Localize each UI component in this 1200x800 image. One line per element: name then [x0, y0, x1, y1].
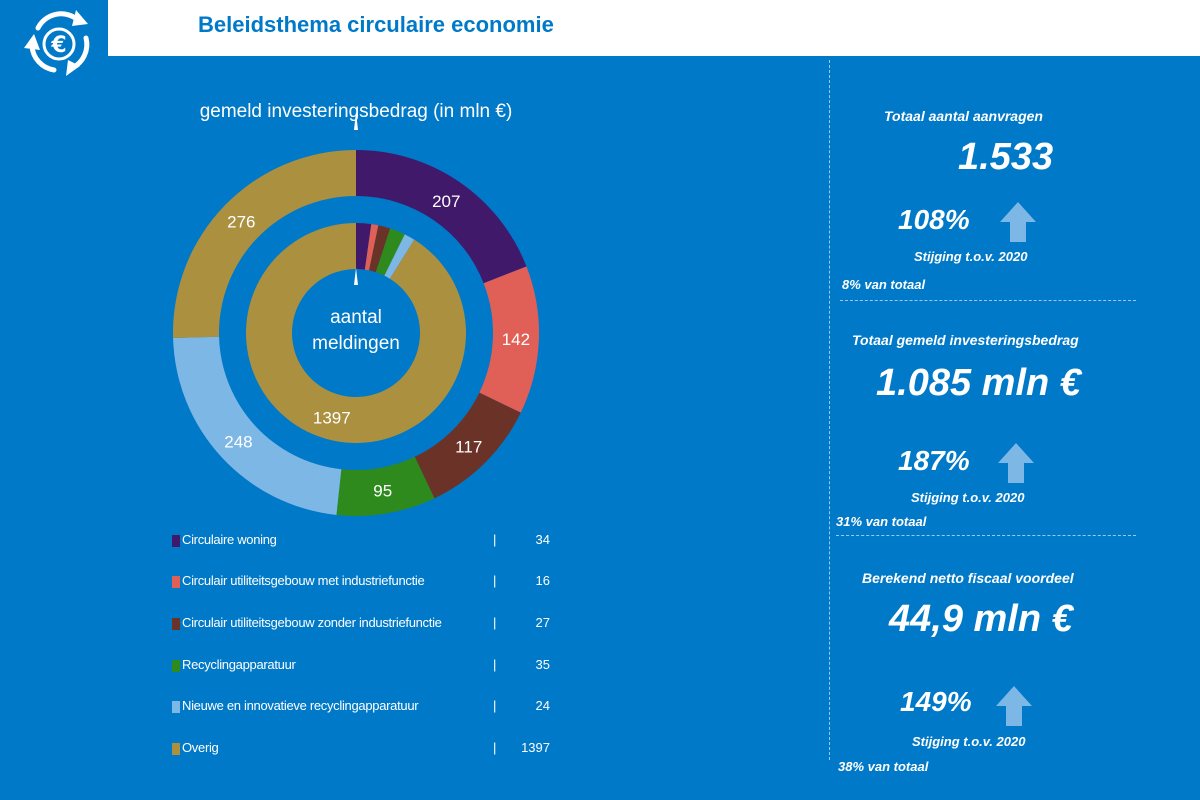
stat-change-label: Stijging t.o.v. 2020 [911, 490, 1025, 505]
stat-change: 187% [898, 445, 970, 476]
outer-ring-slice [336, 456, 435, 516]
legend-item-overig: Overig | 1397 [172, 740, 562, 760]
legend-label: Recyclingapparatuur [182, 657, 296, 672]
arrow-up-icon [996, 686, 1032, 726]
outer-ring-slice [173, 150, 356, 339]
section-divider [836, 535, 1136, 536]
inner-ring-slice [356, 223, 372, 270]
inner-marker [354, 268, 358, 285]
top-marker [354, 112, 358, 130]
outer-ring-value-label: 276 [227, 212, 255, 231]
stat-title: Totaal aantal aanvragen [884, 108, 1043, 124]
arrow-up-icon [1000, 202, 1036, 242]
stat-title: Berekend netto fiscaal voordeel [862, 570, 1074, 586]
legend-swatch [172, 576, 180, 588]
outer-ring-slice [479, 266, 539, 413]
legend-label: Overig [182, 740, 219, 755]
legend-item-utiliteitsgebouw-met-industriefunctie: Circulair utiliteitsgebouw met industrie… [172, 573, 562, 593]
legend-separator: | [493, 657, 497, 672]
stat-change-label: Stijging t.o.v. 2020 [912, 734, 1026, 749]
legend-swatch [172, 660, 180, 672]
inner-ring-title: meldingen [312, 333, 400, 354]
legend-separator: | [493, 740, 497, 755]
outer-ring-slice [356, 150, 527, 284]
legend-count: 16 [535, 573, 550, 588]
outer-ring-value-label: 248 [224, 432, 252, 451]
legend-separator: | [493, 615, 497, 630]
legend-swatch [172, 618, 180, 630]
stat-change: 149% [900, 686, 972, 717]
inner-ring-value-label: 1397 [313, 409, 351, 428]
page-title: Beleidsthema circulaire economie [198, 12, 554, 37]
stat-value: 44,9 mln € [889, 598, 1073, 640]
header: Beleidsthema circulaire economie [0, 0, 1200, 57]
euro-recycle-icon: € [24, 10, 90, 76]
legend-label: Circulaire woning [182, 532, 277, 547]
inner-ring-slice [384, 234, 415, 279]
legend-swatch [172, 535, 180, 547]
stat-share: 31% van totaal [836, 514, 927, 529]
stat-value: 1.085 mln € [876, 362, 1081, 404]
header-bar: Beleidsthema circulaire economie [108, 0, 1200, 56]
outer-ring-value-label: 142 [502, 330, 530, 349]
legend-count: 34 [535, 532, 550, 547]
stat-change: 108% [898, 204, 970, 235]
legend-separator: | [493, 532, 497, 547]
outer-ring-slice [414, 392, 521, 499]
stat-share: 38% van totaal [838, 759, 929, 774]
legend-item-recyclingapparatuur: Recyclingapparatuur | 35 [172, 657, 562, 677]
svg-text:€: € [50, 33, 66, 58]
legend-item-nieuwe-recyclingapparatuur: Nieuwe en innovatieve recyclingapparatuu… [172, 698, 562, 718]
stat-title: Totaal gemeld investeringsbedrag [852, 332, 1079, 348]
outer-ring-title: gemeld investeringsbedrag (in mln €) [200, 101, 513, 122]
outer-ring-value-label: 95 [373, 482, 392, 501]
legend-count: 1397 [521, 740, 550, 755]
legend-item-circulaire-woning: Circulaire woning | 34 [172, 532, 562, 552]
legend-separator: | [493, 698, 497, 713]
legend-swatch [172, 701, 180, 713]
legend-item-utiliteitsgebouw-zonder-industriefunctie: Circulair utiliteitsgebouw zonder indust… [172, 615, 562, 635]
legend-label: Circulair utiliteitsgebouw zonder indust… [182, 615, 442, 630]
legend-count: 24 [535, 698, 550, 713]
stat-value: 1.533 [958, 136, 1054, 178]
outer-ring-value-label: 117 [455, 437, 482, 456]
panel-divider [829, 60, 830, 760]
inner-ring-slice [369, 225, 391, 273]
legend-count: 35 [535, 657, 550, 672]
legend-label: Nieuwe en innovatieve recyclingapparatuu… [182, 698, 419, 713]
inner-ring-slice [246, 223, 466, 443]
legend-label: Circulair utiliteitsgebouw met industrie… [182, 573, 425, 588]
inner-ring-slice [375, 228, 405, 276]
legend-separator: | [493, 573, 497, 588]
section-divider [840, 300, 1136, 301]
outer-ring-slice [173, 336, 342, 515]
donut-chart: 207 142 117 95 248 276 1397 gemeld investerings… [173, 101, 539, 516]
legend-swatch [172, 743, 180, 755]
stat-share: 8% van totaal [842, 277, 926, 292]
stat-change-label: Stijging t.o.v. 2020 [914, 249, 1028, 264]
inner-ring-slice [364, 224, 379, 271]
outer-ring-value-label: 207 [432, 192, 460, 211]
inner-ring-title: aantal [330, 307, 382, 328]
arrow-up-icon [998, 443, 1034, 483]
legend-count: 27 [535, 615, 550, 630]
